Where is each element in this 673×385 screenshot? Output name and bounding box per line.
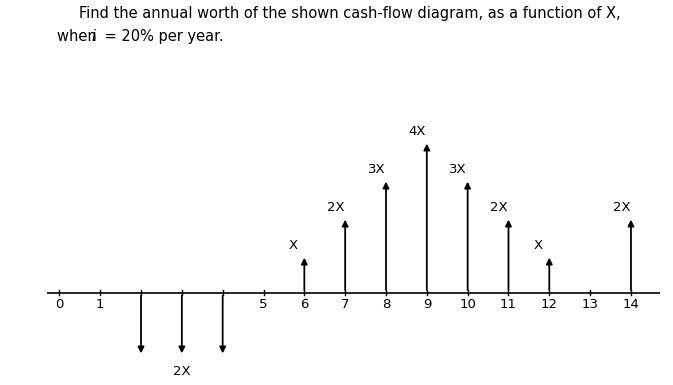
- Text: X: X: [289, 239, 298, 252]
- Text: 2X: 2X: [173, 365, 190, 378]
- Text: 5: 5: [259, 298, 268, 311]
- Text: = 20% per year.: = 20% per year.: [100, 29, 223, 44]
- Text: 14: 14: [623, 298, 639, 311]
- Text: 3X: 3X: [450, 163, 467, 176]
- Text: 12: 12: [541, 298, 558, 311]
- Text: Find the annual worth of the shown cash-flow diagram, as a function of X,: Find the annual worth of the shown cash-…: [79, 6, 621, 21]
- Text: 0: 0: [55, 298, 63, 311]
- Text: 2X: 2X: [612, 201, 630, 214]
- Text: 3X: 3X: [367, 163, 385, 176]
- Text: 11: 11: [500, 298, 517, 311]
- Text: 6: 6: [300, 298, 308, 311]
- Text: 9: 9: [423, 298, 431, 311]
- Text: 1: 1: [96, 298, 104, 311]
- Text: 7: 7: [341, 298, 349, 311]
- Text: 10: 10: [459, 298, 476, 311]
- Text: when: when: [57, 29, 102, 44]
- Text: i: i: [92, 29, 96, 44]
- Text: 2X: 2X: [327, 201, 345, 214]
- Text: 2X: 2X: [490, 201, 507, 214]
- Text: 8: 8: [382, 298, 390, 311]
- Text: X: X: [534, 239, 543, 252]
- Text: 13: 13: [581, 298, 598, 311]
- Text: 4X: 4X: [409, 125, 426, 138]
